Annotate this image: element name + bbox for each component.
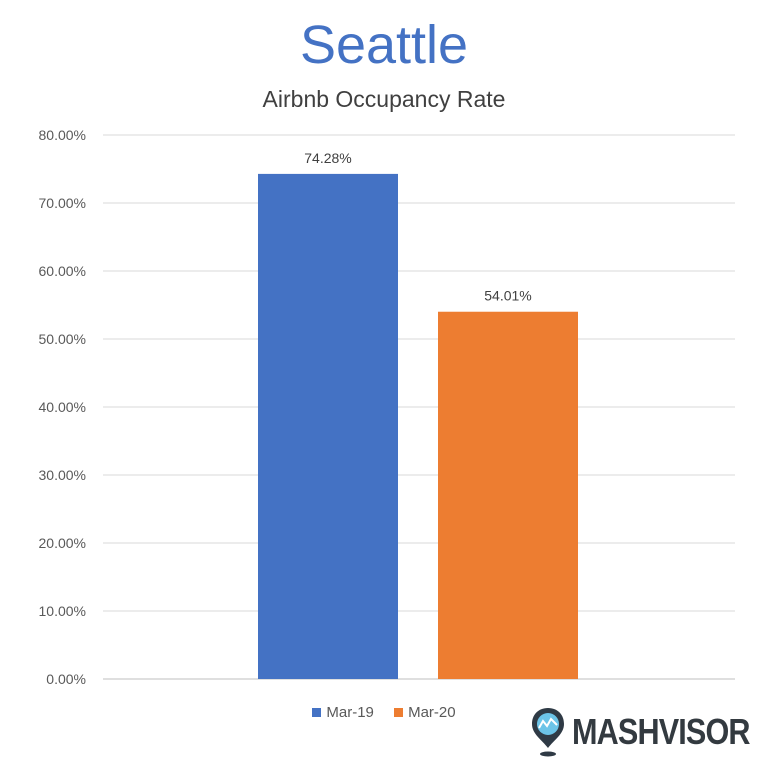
y-tick-label: 20.00% xyxy=(39,535,86,551)
legend-swatch xyxy=(394,708,404,717)
y-tick-label: 60.00% xyxy=(39,263,86,279)
logo-text: MASHVISOR xyxy=(572,711,751,752)
y-tick-label: 70.00% xyxy=(39,195,86,211)
map-pin-icon xyxy=(532,708,564,757)
legend-swatch xyxy=(312,708,322,717)
y-tick-label: 30.00% xyxy=(39,467,86,483)
legend-label: Mar-20 xyxy=(408,704,456,721)
chart-subtitle: Airbnb Occupancy Rate xyxy=(262,86,506,112)
y-tick-label: 40.00% xyxy=(39,399,86,415)
y-tick-label: 10.00% xyxy=(39,603,86,619)
legend-item-mar-20: Mar-20 xyxy=(394,704,456,721)
legend-item-mar-19: Mar-19 xyxy=(312,704,374,721)
bar-mar-20 xyxy=(438,311,578,679)
bar-mar-19 xyxy=(258,173,398,679)
legend: Mar-19 Mar-20 xyxy=(0,704,768,721)
y-tick-label: 0.00% xyxy=(46,671,86,687)
y-tick-label: 50.00% xyxy=(39,331,86,347)
data-label: 74.28% xyxy=(304,150,351,166)
data-label: 54.01% xyxy=(484,288,531,304)
chart-title: Seattle xyxy=(299,15,469,75)
legend-label: Mar-19 xyxy=(326,704,374,721)
y-tick-label: 80.00% xyxy=(39,127,86,143)
mashvisor-logo: MASHVISOR xyxy=(530,706,768,758)
